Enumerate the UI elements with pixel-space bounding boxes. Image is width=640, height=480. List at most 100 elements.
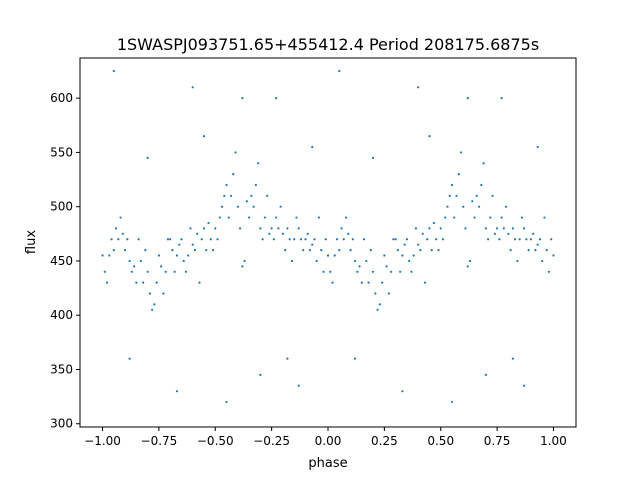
data-point: [288, 238, 291, 241]
data-point: [311, 145, 314, 149]
data-point: [523, 227, 526, 230]
data-point: [387, 292, 390, 295]
data-point: [507, 232, 510, 235]
data-point: [259, 373, 262, 377]
data-point: [417, 86, 420, 89]
data-point: [525, 238, 528, 241]
data-point: [209, 238, 212, 241]
data-point: [435, 238, 438, 241]
data-point: [376, 308, 379, 311]
data-point: [360, 281, 363, 284]
data-point: [196, 232, 199, 235]
x-tick-label: 0.00: [315, 434, 342, 448]
data-point: [489, 216, 492, 219]
data-point: [371, 156, 375, 159]
data-point: [437, 249, 440, 252]
data-point: [299, 238, 303, 241]
data-point: [369, 249, 372, 252]
data-point: [277, 227, 280, 230]
data-point: [247, 216, 251, 219]
data-point: [263, 216, 266, 219]
data-point: [133, 265, 136, 268]
x-tick-label: 0.25: [371, 434, 398, 448]
data-point: [441, 238, 445, 241]
data-point: [326, 254, 330, 257]
y-axis-label: flux: [24, 230, 39, 254]
data-point: [523, 384, 526, 387]
data-point: [295, 216, 298, 219]
data-point: [211, 249, 215, 252]
data-point: [225, 400, 228, 404]
data-point: [351, 238, 354, 241]
data-point: [315, 259, 318, 263]
data-point: [275, 216, 278, 219]
data-point: [471, 200, 474, 203]
y-tick-label: 600: [50, 91, 73, 105]
x-tick-label: −1.00: [84, 434, 121, 448]
data-point: [234, 151, 237, 154]
data-point: [511, 227, 514, 230]
data-point: [236, 205, 239, 208]
y-tick-label: 550: [50, 145, 73, 159]
data-point: [466, 265, 469, 268]
data-point: [137, 238, 140, 241]
data-point: [493, 232, 496, 235]
data-point: [169, 238, 172, 241]
data-point: [498, 238, 501, 241]
data-point: [527, 249, 530, 252]
data-point: [462, 205, 465, 208]
data-point: [243, 259, 246, 263]
data-point: [155, 281, 158, 284]
data-point: [426, 238, 429, 241]
data-point: [144, 249, 147, 252]
data-point: [223, 194, 226, 197]
x-axis: −1.00 −0.75 −0.50 −0.25 0.00 0.25 0.50 0.75 1.00: [84, 427, 567, 448]
data-point: [121, 232, 124, 235]
data-point: [162, 292, 165, 295]
data-point: [371, 270, 375, 273]
data-point: [322, 270, 325, 273]
data-point: [275, 97, 278, 100]
data-point: [202, 135, 206, 138]
data-point: [381, 281, 384, 284]
data-point: [238, 227, 242, 230]
data-point: [392, 238, 395, 241]
data-point: [475, 194, 478, 197]
data-point: [491, 194, 494, 197]
data-point: [374, 292, 377, 295]
data-point: [324, 238, 327, 241]
data-point: [401, 254, 404, 257]
data-point: [250, 194, 253, 197]
data-point: [403, 243, 406, 246]
data-point: [254, 183, 257, 187]
data-point: [130, 270, 133, 273]
data-point: [187, 254, 190, 257]
data-point: [417, 243, 420, 246]
data-point: [344, 216, 348, 219]
data-point: [166, 238, 170, 241]
data-point: [306, 232, 309, 235]
data-point: [394, 238, 397, 241]
data-point: [180, 238, 183, 241]
data-point: [286, 357, 289, 360]
data-point: [205, 249, 208, 252]
data-point: [252, 205, 255, 208]
data-point: [103, 270, 106, 273]
data-point: [311, 243, 314, 246]
data-point: [547, 270, 551, 273]
data-point: [302, 249, 305, 252]
data-point: [105, 281, 109, 284]
data-point: [229, 194, 233, 197]
data-point: [466, 97, 469, 100]
data-point: [500, 97, 503, 100]
data-point: [338, 69, 341, 73]
data-point: [148, 292, 151, 295]
y-tick-label: 300: [50, 417, 73, 431]
data-point: [175, 390, 179, 393]
data-point: [480, 183, 483, 187]
data-point: [459, 151, 463, 154]
x-tick-label: −0.50: [197, 434, 234, 448]
data-point: [257, 162, 260, 165]
